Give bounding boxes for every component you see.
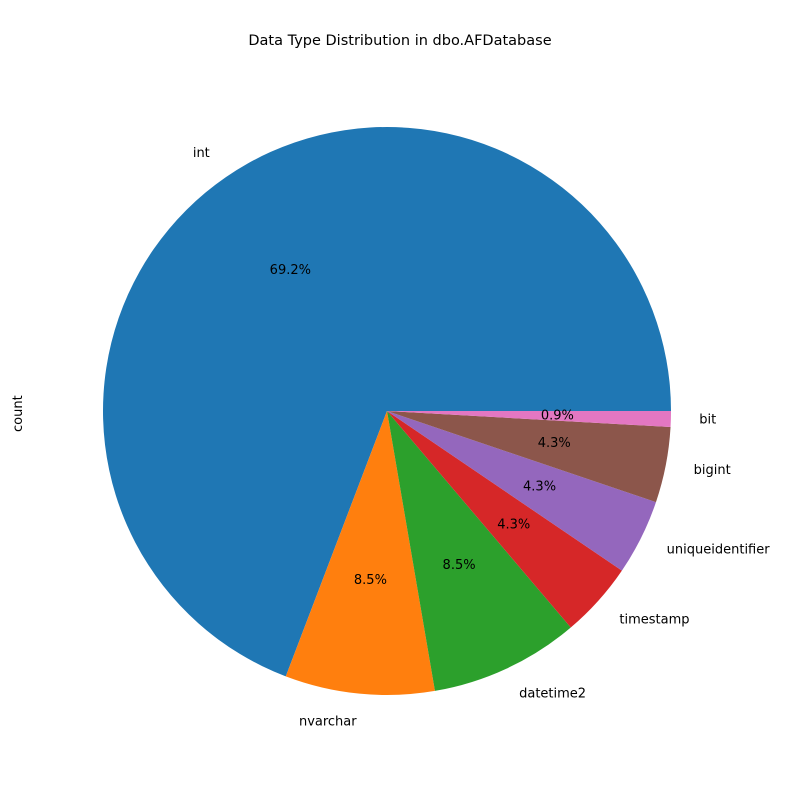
pie-slice-timestamp xyxy=(387,411,622,628)
slice-percent-uniqueidentifier: 4.3% xyxy=(523,479,556,494)
slice-label-datetime2: datetime2 xyxy=(519,687,586,702)
slice-percent-datetime2: 8.5% xyxy=(443,558,476,573)
pie-slice-datetime2 xyxy=(387,411,571,691)
slice-label-nvarchar: nvarchar xyxy=(299,714,357,729)
pie-slice-bit xyxy=(387,411,671,428)
slice-label-uniqueidentifier: uniqueidentifier xyxy=(667,543,771,558)
pie-labels: int 69.2% nvarchar 8.5% datetime2 8.5% timesta… xyxy=(193,146,770,729)
slice-percent-bit: 0.9% xyxy=(541,408,574,423)
slice-percent-int: 69.2% xyxy=(270,263,311,278)
pie-slice-nvarchar xyxy=(285,411,435,695)
pie-slice-bigint xyxy=(387,411,671,503)
slice-label-timestamp: timestamp xyxy=(619,612,689,627)
slice-percent-bigint: 4.3% xyxy=(538,436,571,451)
slice-label-bigint: bigint xyxy=(694,463,731,478)
pie-slices xyxy=(102,126,672,695)
pie-slice-uniqueidentifier xyxy=(387,411,656,571)
slice-label-bit: bit xyxy=(699,412,716,427)
slice-label-int: int xyxy=(193,146,210,161)
pie-slice-int xyxy=(102,126,672,677)
chart-title: Data Type Distribution in dbo.AFDatabase xyxy=(248,33,552,49)
slice-percent-nvarchar: 8.5% xyxy=(354,573,387,588)
slice-percent-timestamp: 4.3% xyxy=(497,517,530,532)
